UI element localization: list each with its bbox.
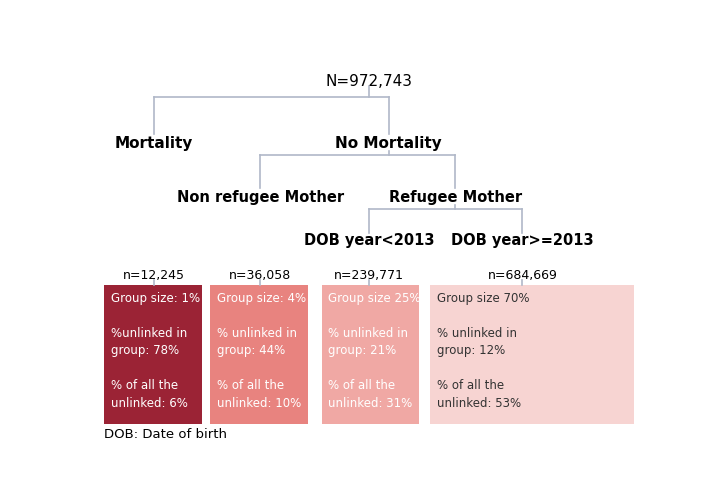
FancyBboxPatch shape	[104, 285, 202, 425]
Text: Group size 70%

% unlinked in
group: 12%

% of all the
unlinked: 53%: Group size 70% % unlinked in group: 12% …	[437, 292, 530, 410]
Text: N=972,743: N=972,743	[325, 74, 413, 89]
Text: n=36,058: n=36,058	[229, 269, 292, 282]
Text: Group size 25%

% unlinked in
group: 21%

% of all the
unlinked: 31%: Group size 25% % unlinked in group: 21% …	[328, 292, 420, 410]
Text: Mortality: Mortality	[115, 136, 194, 151]
Text: n=12,245: n=12,245	[123, 269, 185, 282]
FancyBboxPatch shape	[431, 285, 634, 425]
Text: DOB: Date of birth: DOB: Date of birth	[104, 428, 227, 441]
Text: DOB year<2013: DOB year<2013	[304, 233, 434, 248]
Text: n=239,771: n=239,771	[334, 269, 404, 282]
Text: Group size: 1%

%unlinked in
group: 78%

% of all the
unlinked: 6%: Group size: 1% %unlinked in group: 78% %…	[111, 292, 199, 410]
Text: DOB year>=2013: DOB year>=2013	[451, 233, 594, 248]
Text: n=684,669: n=684,669	[487, 269, 557, 282]
FancyBboxPatch shape	[322, 285, 419, 425]
Text: No Mortality: No Mortality	[335, 136, 442, 151]
FancyBboxPatch shape	[210, 285, 307, 425]
Text: Refugee Mother: Refugee Mother	[389, 190, 522, 205]
Text: Group size: 4%

% unlinked in
group: 44%

% of all the
unlinked: 10%: Group size: 4% % unlinked in group: 44% …	[217, 292, 306, 410]
Text: Non refugee Mother: Non refugee Mother	[176, 190, 343, 205]
